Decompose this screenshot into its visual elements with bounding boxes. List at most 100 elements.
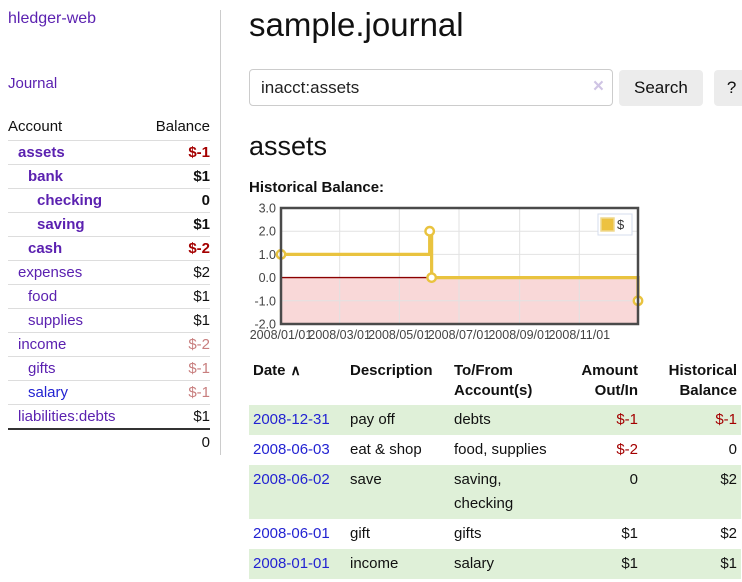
accounts-body: assets $-1 bank $1 checking 0 saving $1 … (8, 140, 210, 430)
accounts-col-account: Account (8, 115, 143, 141)
transaction-description: save (346, 464, 450, 519)
sidebar-account-row[interactable]: assets $-1 (8, 140, 210, 165)
account-link[interactable]: saving (37, 216, 85, 233)
chart-title: Historical Balance: (249, 179, 385, 196)
account-link[interactable]: cash (28, 240, 63, 257)
account-link[interactable]: food (28, 288, 58, 305)
sidebar-inner: hledger-web Journal Account Balance asse… (8, 10, 221, 455)
sidebar-account-row[interactable]: checking 0 (8, 188, 210, 213)
svg-text:2008/03/01: 2008/03/01 (308, 328, 371, 342)
account-link[interactable]: gifts (28, 360, 56, 377)
svg-text:2008/09/01: 2008/09/01 (488, 328, 551, 342)
col-description: Description (350, 362, 433, 379)
account-link[interactable]: liabilities:debts (18, 408, 116, 425)
sidebar-account-row[interactable]: income $-2 (8, 332, 210, 357)
account-link[interactable]: expenses (18, 264, 83, 281)
sidebar-account-row[interactable]: supplies $1 (8, 308, 210, 333)
sidebar-account-row[interactable]: food $1 (8, 284, 210, 309)
svg-text:2008/01/01: 2008/01/01 (250, 328, 313, 342)
svg-text:2.0: 2.0 (259, 225, 276, 239)
svg-text:0.0: 0.0 (259, 271, 276, 285)
col-tofrom-accounts: To/From Account(s) (454, 362, 533, 400)
transaction-amount: $-1 (562, 404, 642, 435)
svg-text:$: $ (617, 217, 625, 232)
transaction-balance: 0 (728, 440, 737, 458)
svg-text:2008/05/01: 2008/05/01 (368, 328, 431, 342)
col-amount-outin: Amount Out/In (581, 362, 638, 400)
register-table: Date ∧ Description To/From Account(s) Amo… (249, 358, 741, 579)
brand-link[interactable]: hledger-web (8, 10, 97, 27)
transaction-date-link[interactable]: 2008-06-03 (253, 440, 330, 458)
transaction-date-link[interactable]: 2008-06-01 (253, 524, 330, 542)
search-bar: × Search ? (249, 69, 742, 106)
sidebar-account-row[interactable]: expenses $2 (8, 260, 210, 285)
account-link[interactable]: bank (28, 168, 64, 185)
transaction-balance: $2 (720, 524, 737, 542)
page-title: sample.journal (249, 6, 464, 43)
transaction-amount: 0 (562, 464, 642, 519)
historical-balance-chart: $3.0 2.0 1.0 0.0 -1.0 -2.0 2008/01/01 2008/03/0… (249, 202, 742, 348)
account-balance: $2 (193, 264, 210, 281)
register-body: 2008-12-31 pay off debts $-1 $-1 2008-06… (249, 404, 741, 579)
clear-search-icon[interactable]: × (592, 76, 604, 97)
table-row: 2008-06-01 gift gifts $1 $2 (249, 519, 741, 549)
svg-text:-2.0: -2.0 (254, 318, 276, 332)
sort-asc-icon: ∧ (290, 362, 301, 378)
transaction-amount: $1 (562, 548, 642, 579)
account-balance: $1 (193, 408, 210, 425)
table-row: 2008-12-31 pay off debts $-1 $-1 (249, 404, 741, 435)
account-balance: $-1 (188, 360, 210, 377)
sidebar-account-row[interactable]: salary $-1 (8, 380, 210, 405)
transaction-amount: $-2 (616, 440, 638, 458)
search-input[interactable] (249, 69, 613, 106)
transaction-description: income (346, 548, 450, 579)
main-content: sample.journal × Search ? assets Histori… (231, 0, 742, 579)
account-balance: $1 (193, 216, 210, 233)
sidebar-account-row[interactable]: saving $1 (8, 212, 210, 237)
svg-text:2008/11/01: 2008/11/01 (548, 328, 610, 342)
account-heading: assets (249, 131, 328, 161)
transaction-date-link[interactable]: 2008-01-01 (253, 554, 330, 572)
transaction-description: gift (350, 524, 371, 542)
sidebar: hledger-web Journal Account Balance asse… (0, 0, 231, 579)
account-link[interactable]: supplies (28, 312, 84, 329)
account-balance: $-1 (188, 144, 210, 161)
transaction-date-link[interactable]: 2008-06-02 (253, 470, 330, 488)
transaction-description: pay off (346, 404, 450, 435)
svg-text:2008/07/01: 2008/07/01 (428, 328, 491, 342)
transaction-accounts: gifts (454, 524, 482, 542)
accounts-table: Account Balance assets $-1 bank $1 check… (8, 115, 210, 455)
account-balance: $-2 (188, 240, 210, 257)
account-link[interactable]: checking (37, 192, 103, 209)
svg-text:3.0: 3.0 (259, 203, 276, 216)
accounts-total-row: 0 (8, 428, 210, 455)
transaction-balance: $-1 (642, 404, 741, 435)
table-row: 2008-01-01 income salary $1 $1 (249, 548, 741, 579)
chart-svg: $3.0 2.0 1.0 0.0 -1.0 -2.02008/01/012008/03/0… (250, 202, 644, 342)
account-balance: 0 (201, 192, 210, 209)
sidebar-account-row[interactable]: gifts $-1 (8, 356, 210, 381)
account-link[interactable]: assets (18, 144, 65, 161)
help-button[interactable]: ? (713, 69, 742, 106)
account-balance: $1 (193, 312, 210, 329)
transaction-amount: $1 (621, 524, 638, 542)
transaction-balance: $2 (642, 464, 741, 519)
transaction-description: eat & shop (350, 440, 422, 458)
table-row: 2008-06-02 save saving, checking 0 $2 (249, 464, 741, 519)
transaction-accounts: food, supplies (454, 440, 547, 458)
account-balance: $-2 (188, 336, 210, 353)
sidebar-account-row[interactable]: liabilities:debts $1 (8, 404, 210, 430)
sidebar-account-row[interactable]: cash $-2 (8, 236, 210, 261)
sidebar-account-row[interactable]: bank $1 (8, 164, 210, 189)
transaction-accounts: salary (450, 548, 562, 579)
transaction-balance: $1 (642, 548, 741, 579)
transaction-date-link[interactable]: 2008-12-31 (253, 410, 330, 428)
transaction-accounts: saving, checking (450, 464, 562, 519)
account-link[interactable]: salary (28, 384, 69, 401)
sidebar-item-journal[interactable]: Journal (8, 75, 58, 92)
account-link[interactable]: income (18, 336, 67, 353)
accounts-total-value: 0 (142, 428, 210, 455)
col-date[interactable]: Date ∧ (253, 362, 301, 379)
search-button[interactable]: Search (619, 69, 703, 106)
